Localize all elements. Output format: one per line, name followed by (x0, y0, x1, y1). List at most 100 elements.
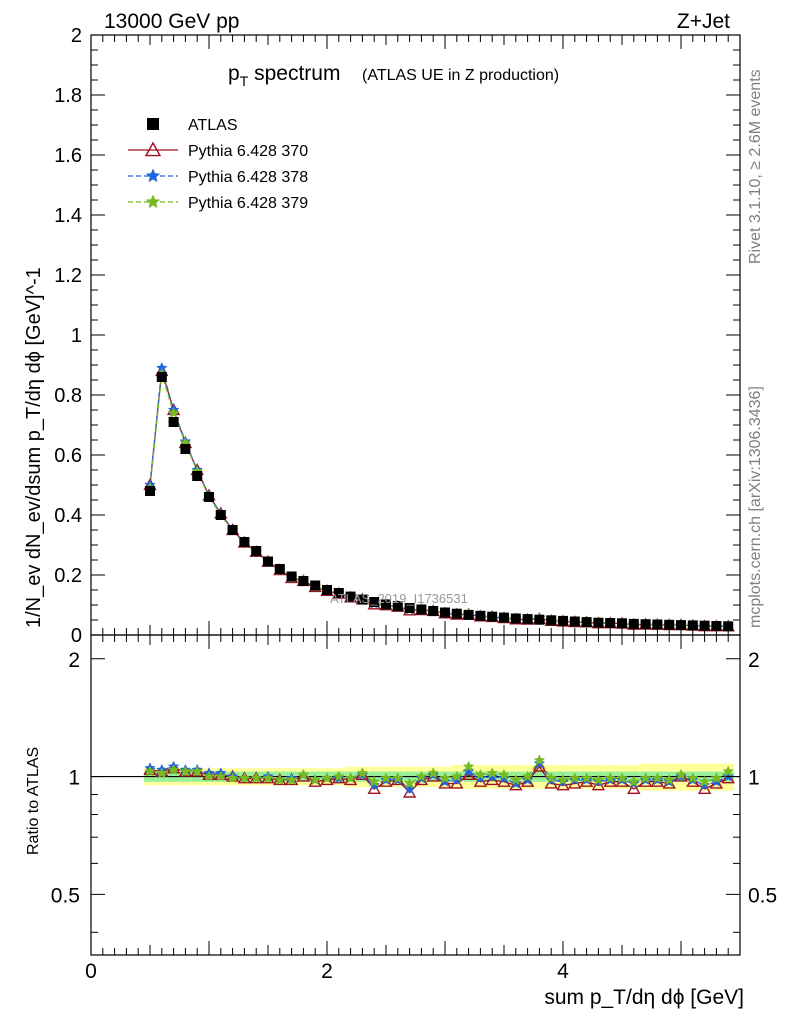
ratio-point (639, 772, 652, 784)
ratio-point (143, 762, 157, 775)
data-point (605, 618, 616, 628)
ratio-point (356, 767, 369, 779)
y-tick-label: 1.2 (54, 265, 82, 287)
ratio-point (203, 770, 215, 782)
ratio-point (627, 775, 640, 787)
data-point (345, 591, 356, 602)
rivet-version-label: Rivet 3.1.10, ≥ 2.6M events (747, 69, 764, 264)
ratio-point (557, 773, 569, 785)
ratio-point (296, 769, 311, 782)
x-axis-label: sum p_T/dη dϕ [GeV] (544, 986, 744, 1009)
ratio-point (509, 773, 522, 785)
ratio-point (521, 773, 534, 785)
data-point (617, 618, 627, 629)
ratio-point (403, 782, 416, 794)
watermark: ATLAS_2019_I1736531 (330, 591, 468, 606)
data-point (215, 510, 226, 520)
data-point (369, 597, 380, 607)
ratio-point (321, 772, 333, 784)
data-point (487, 611, 498, 622)
ratio-point (250, 772, 263, 784)
data-point (463, 609, 474, 620)
data-point (204, 492, 214, 502)
ratio-point (710, 772, 723, 784)
data-point (475, 610, 486, 621)
ratio-point (486, 767, 499, 779)
data-point (180, 444, 191, 454)
y-tick-label: 1 (71, 325, 82, 347)
data-point (687, 620, 698, 631)
ratio-point (474, 772, 487, 784)
ratio-point (155, 767, 168, 779)
ratio-point (474, 768, 487, 780)
ratio-point (663, 773, 676, 785)
ratio-point (545, 772, 558, 784)
ratio-point (592, 773, 605, 785)
data-point (699, 620, 710, 631)
ratio-point (273, 773, 286, 785)
ratio-point (627, 781, 641, 795)
data-point (558, 615, 568, 626)
data-point (263, 556, 273, 567)
ratio-point (486, 770, 499, 782)
ratio-point (450, 773, 463, 785)
header-left: 13000 GeV pp (104, 10, 239, 33)
data-point (428, 606, 439, 616)
ratio-point (415, 770, 428, 782)
ratio-y-tick-label: 0.5 (51, 884, 80, 907)
ratio-point (604, 772, 617, 784)
data-point (227, 525, 238, 535)
plot-title: pT spectrum (ATLAS UE in Z production) (228, 62, 559, 89)
data-point (664, 619, 675, 630)
data-point (581, 617, 592, 628)
data-point (381, 599, 391, 610)
legend-marker (145, 168, 161, 183)
ratio-point (509, 777, 522, 789)
y-tick-label: 0.2 (54, 565, 82, 587)
mcplots-label: mcplots.cern.ch [arXiv:1306.3436] (747, 386, 764, 628)
ratio-point (144, 765, 156, 777)
data-point (628, 618, 639, 629)
ratio-point (439, 772, 451, 784)
y-tick-label: 0 (71, 625, 82, 647)
ratio-point (214, 770, 227, 782)
ratio-point (462, 760, 475, 772)
data-point (156, 372, 167, 382)
ratio-point (616, 772, 628, 784)
legend-label: Pythia 6.428 370 (188, 143, 308, 160)
ratio-point (309, 773, 322, 785)
data-point (652, 619, 663, 630)
ratio-point (308, 774, 322, 787)
ratio-y-tick-label-right: 1 (748, 767, 760, 790)
data-point (168, 417, 179, 427)
ratio-point (380, 772, 392, 784)
ratio-point (721, 771, 735, 784)
ratio-point (226, 772, 239, 784)
title-subscript: T (240, 73, 249, 89)
ratio-point (509, 778, 523, 791)
series-line (149, 367, 729, 627)
data-point (546, 615, 557, 626)
ratio-point (427, 767, 440, 779)
legend-marker (147, 118, 159, 130)
ratio-point (698, 775, 711, 787)
y-tick-label: 0.8 (54, 385, 82, 407)
title-note: (ATLAS UE in Z production) (362, 67, 559, 84)
data-point (569, 616, 580, 627)
ratio-y-tick-label: 1 (68, 767, 80, 790)
ratio-panel-frame (90, 634, 741, 956)
ratio-point (651, 772, 664, 784)
data-point (298, 576, 309, 586)
y-tick-label: 0.4 (54, 505, 82, 527)
data-point (723, 621, 734, 632)
data-point (440, 607, 450, 618)
ratio-point (450, 770, 463, 782)
data-point (239, 537, 250, 547)
series-line (149, 370, 729, 627)
data-point (416, 604, 427, 615)
ratio-point (675, 768, 687, 780)
data-point (167, 406, 180, 418)
data-point (711, 621, 722, 631)
ratio-point (533, 754, 546, 766)
